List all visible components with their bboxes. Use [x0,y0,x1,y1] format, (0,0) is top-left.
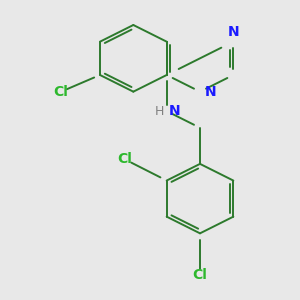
Text: N: N [204,85,216,99]
Text: Cl: Cl [193,268,207,282]
Text: Cl: Cl [54,85,68,99]
Text: N: N [169,104,181,118]
Text: N: N [227,25,239,39]
Text: H: H [155,105,164,118]
Text: Cl: Cl [118,152,132,167]
